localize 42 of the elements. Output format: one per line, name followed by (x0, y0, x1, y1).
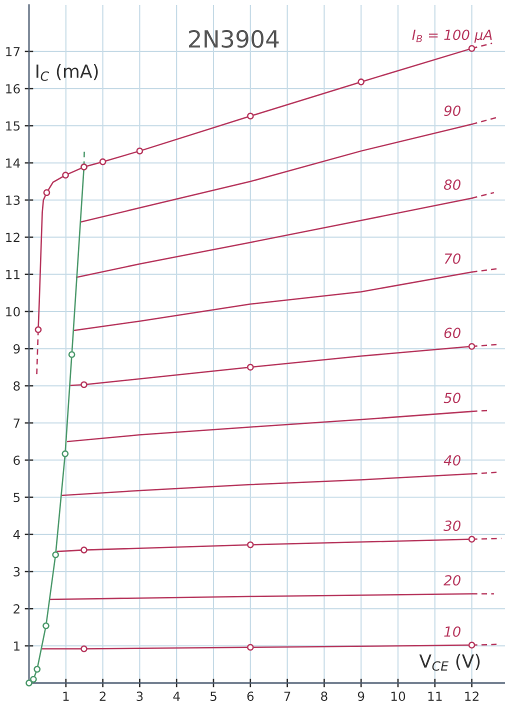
series-label: I$_{B}$ = 100 µA (412, 30, 492, 43)
y-tick-label: 1 (14, 641, 20, 651)
y-tick-label: 3 (14, 567, 20, 576)
y-tick-label: 17 (6, 47, 20, 56)
y-tick-label: 12 (6, 232, 20, 242)
y-tick-label: 4 (13, 530, 20, 540)
series-label: 40 (444, 455, 460, 466)
x-tick-label: 6 (247, 692, 254, 702)
text: 2N3904 (189, 30, 279, 48)
x-tick-label: 12 (465, 692, 478, 701)
y-tick-label: 8 (14, 381, 20, 391)
series-label: 80 (444, 179, 460, 190)
series-label: 10 (444, 626, 460, 637)
x-tick-label: 1 (63, 692, 69, 701)
y-tick-label: 11 (6, 270, 20, 280)
y-tick-label: 10 (6, 306, 20, 316)
series-label: 90 (444, 106, 460, 116)
y-tick-label: 5 (14, 492, 20, 502)
x-tick-label: 10 (391, 692, 406, 702)
y-tick-label: 9 (14, 344, 20, 354)
y-tick-label: 7 (14, 418, 20, 428)
series-label: 30 (444, 520, 460, 531)
x-tick-label: 3 (136, 692, 143, 702)
x-tick-label: 5 (210, 692, 216, 702)
x-tick-label: 7 (284, 692, 290, 701)
x-tick-label: 4 (173, 692, 180, 701)
y-tick-label: 2 (14, 604, 20, 614)
y-tick-label: 14 (6, 158, 20, 168)
x-tick-label: 8 (321, 692, 328, 702)
x-axis-title: V$_{CE}$ (V) (419, 654, 480, 671)
x-tick-label: 9 (358, 692, 364, 702)
series-label: 50 (444, 392, 460, 404)
y-tick-label: 15 (6, 121, 20, 131)
x-tick-label: 2 (100, 692, 106, 701)
y-axis-title: I$_{C}$ (mA) (36, 64, 98, 81)
series-label: 60 (444, 328, 460, 338)
x-tick-label: 11 (428, 692, 442, 701)
series-label: 70 (444, 253, 460, 264)
y-tick-label: 16 (6, 84, 20, 94)
y-tick-label: 13 (6, 196, 20, 205)
y-tick-label: 6 (14, 456, 20, 466)
series-label: 20 (444, 575, 460, 586)
